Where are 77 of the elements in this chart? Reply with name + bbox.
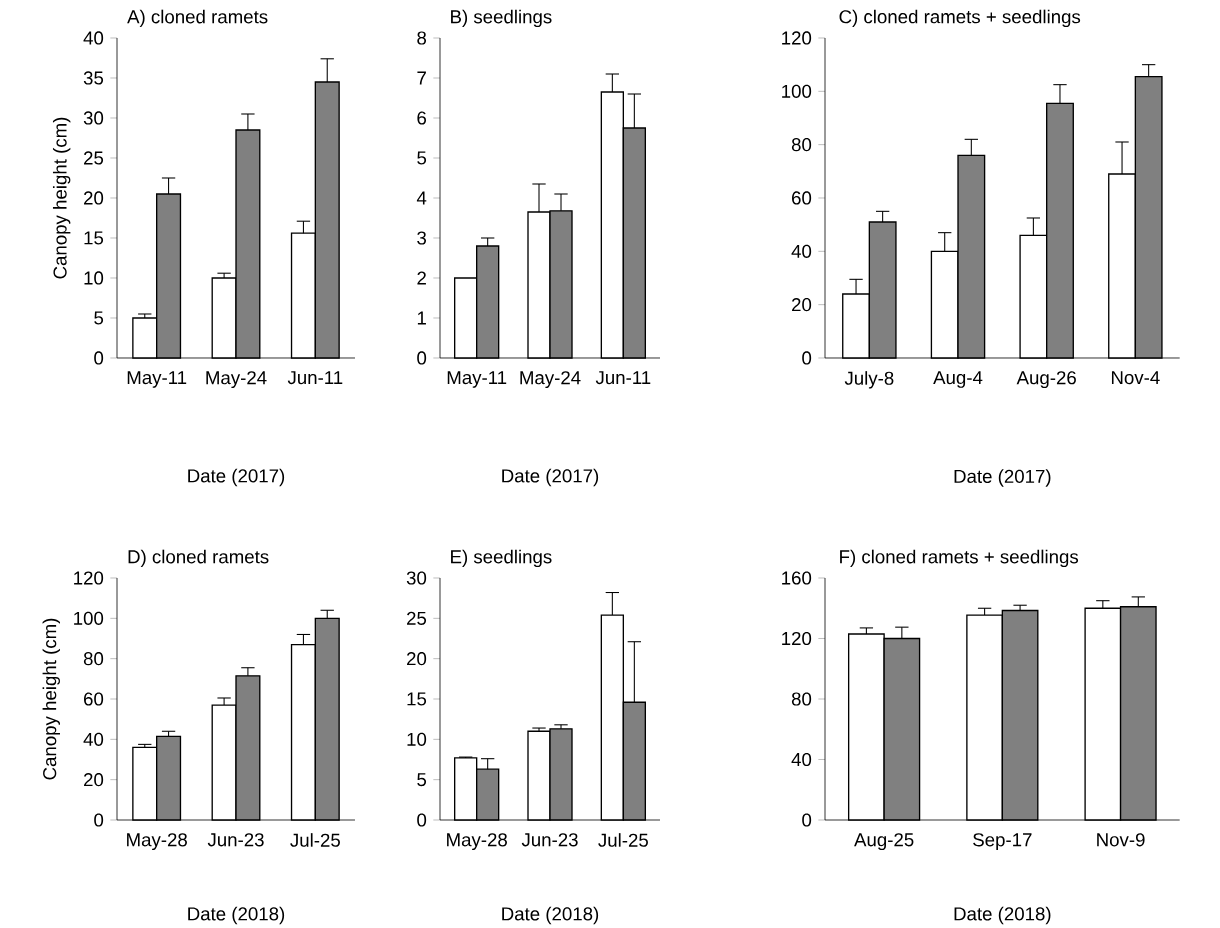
y-tick-label: 40: [83, 31, 104, 45]
chart-title: E) seedlings: [451, 549, 552, 568]
x-tick-label: May-24: [206, 371, 267, 389]
y-tick-label: 35: [83, 71, 104, 85]
y-tick-label: 15: [84, 231, 104, 245]
chart-title: F) cloned ramets + seedlings: [840, 549, 1079, 568]
y-axis-title: Canopy height (cm): [52, 117, 71, 279]
x-axis-title: Date (2017): [502, 468, 599, 487]
x-axis-title: Date (2017): [954, 469, 1051, 487]
x-tick-label: Jun-23: [521, 833, 578, 847]
y-tick-label: 1: [417, 311, 426, 325]
y-tick-label: 7: [417, 71, 426, 85]
x-tick-label: May-28: [447, 833, 507, 851]
y-tick-label: 40: [791, 752, 812, 767]
x-tick-label: Jun-11: [287, 371, 343, 385]
y-tick-label: 0: [94, 351, 104, 365]
y-tick-label: 0: [417, 351, 427, 365]
x-tick-label: May-11: [127, 371, 187, 388]
y-tick-label: 20: [407, 652, 427, 666]
y-tick-label: 120: [782, 31, 812, 45]
y-tick-label: 160: [782, 571, 812, 585]
x-tick-label: Aug-4: [933, 371, 983, 388]
y-tick-label: 20: [84, 773, 104, 787]
x-axis-title: Date (2018): [188, 906, 285, 925]
y-tick-label: 30: [83, 111, 104, 125]
y-tick-label: 80: [83, 652, 104, 666]
y-tick-label: 5: [94, 311, 104, 325]
y-tick-label: 6: [417, 111, 427, 125]
chart-title: A) cloned ramets: [127, 9, 268, 28]
y-tick-label: 30: [406, 571, 427, 585]
x-axis-title: Date (2018): [954, 906, 1051, 925]
y-tick-label: 5: [417, 151, 427, 165]
y-tick-label: 0: [417, 813, 427, 827]
y-tick-label: 100: [782, 84, 812, 98]
x-tick-label: Nov-4: [1111, 371, 1160, 385]
x-tick-label: May-11: [447, 371, 507, 388]
y-tick-label: 8: [417, 31, 427, 45]
y-tick-label: 80: [791, 692, 812, 706]
y-tick-label: 100: [74, 611, 104, 625]
y-tick-label: 80: [791, 138, 812, 152]
x-tick-label: Jun-23: [207, 833, 264, 847]
y-tick-label: 15: [407, 692, 427, 706]
x-tick-label: Jul-25: [290, 833, 340, 847]
y-tick-label: 40: [83, 732, 104, 746]
x-tick-label: Aug-26: [1016, 371, 1076, 389]
y-tick-label: 3: [417, 231, 427, 245]
y-tick-label: 0: [802, 813, 812, 827]
y-axis-title: Canopy height (cm): [42, 618, 60, 780]
x-axis-title: Date (2018): [502, 906, 599, 925]
y-tick-label: 20: [792, 298, 812, 312]
y-tick-label: 2: [417, 271, 426, 285]
x-tick-label: Sep-17: [973, 833, 1032, 851]
y-tick-label: 5: [417, 773, 427, 787]
y-tick-label: 4: [416, 191, 427, 205]
y-tick-label: 60: [84, 692, 104, 706]
chart-title: C) cloned ramets + seedlings: [839, 9, 1081, 28]
y-tick-label: 60: [792, 191, 812, 205]
y-tick-label: 120: [782, 631, 812, 646]
y-tick-label: 120: [74, 571, 104, 585]
x-tick-label: May-28: [127, 833, 187, 851]
x-axis-title: Date (2017): [188, 468, 285, 487]
y-tick-label: 20: [84, 191, 104, 205]
y-tick-label: 0: [802, 351, 812, 365]
x-tick-label: Jun-11: [595, 371, 651, 385]
x-tick-label: Nov-9: [1097, 833, 1145, 847]
x-tick-label: May-24: [520, 371, 581, 389]
y-tick-label: 10: [407, 732, 427, 746]
x-tick-label: Aug-25: [854, 833, 914, 851]
y-tick-label: 25: [84, 151, 104, 165]
chart-title: D) cloned ramets: [128, 549, 269, 568]
y-tick-label: 25: [407, 611, 427, 625]
y-tick-label: 10: [84, 271, 104, 285]
chart-title: B) seedlings: [451, 9, 552, 28]
x-tick-label: Jul-25: [598, 833, 648, 847]
y-tick-label: 0: [94, 813, 104, 827]
y-tick-label: 40: [791, 244, 812, 258]
x-tick-label: July-8: [844, 371, 894, 389]
